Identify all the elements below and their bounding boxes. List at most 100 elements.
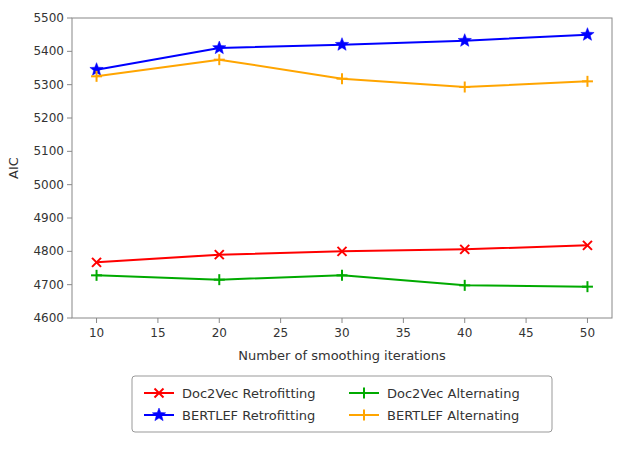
marker-stroke <box>460 245 469 254</box>
marker-stroke <box>583 241 592 250</box>
point-marker <box>335 38 348 51</box>
marker-stroke <box>155 389 164 398</box>
legend-label: BERTLEF Retrofitting <box>182 408 315 423</box>
point-marker <box>459 280 470 291</box>
marker-stroke <box>218 54 220 65</box>
y-tick <box>67 318 72 319</box>
x-tick-label: 10 <box>89 326 104 340</box>
y-tick-label: 5400 <box>33 44 64 58</box>
x-tick <box>587 318 588 323</box>
point-marker <box>337 270 348 281</box>
point-marker <box>91 71 102 82</box>
marker-stroke <box>583 241 592 250</box>
chart: 1015202530354045504600470048004900500051… <box>0 0 630 467</box>
marker-stroke <box>586 76 588 87</box>
x-axis: 101520253035404550 <box>89 318 595 340</box>
legend-item: Doc2Vec Retrofitting <box>144 386 316 401</box>
point-marker <box>582 76 593 87</box>
x-tick <box>526 318 527 323</box>
y-tick-label: 5200 <box>33 111 64 125</box>
point-marker <box>338 247 347 256</box>
y-tick <box>67 284 72 285</box>
y-tick-label: 5300 <box>33 78 64 92</box>
marker-stroke <box>215 250 224 259</box>
x-tick-label: 15 <box>150 326 165 340</box>
y-tick-label: 5000 <box>33 178 64 192</box>
point-marker <box>581 28 594 41</box>
marker-stroke <box>341 73 343 84</box>
point-marker <box>214 54 225 65</box>
point-marker <box>213 41 226 54</box>
y-tick-label: 4900 <box>33 211 64 225</box>
legend-label: Doc2Vec Retrofitting <box>182 386 316 401</box>
series-line <box>97 60 588 87</box>
marker-stroke <box>464 280 466 291</box>
point-marker <box>214 274 225 285</box>
legend-label: Doc2Vec Alternating <box>387 386 520 401</box>
legend-label: BERTLEF Alternating <box>387 408 519 423</box>
x-tick <box>96 318 97 323</box>
y-tick-label: 4600 <box>33 311 64 325</box>
x-tick <box>464 318 465 323</box>
legend: Doc2Vec Retrofitting Doc2Vec Alternating B… <box>132 376 552 432</box>
marker-stroke <box>96 270 98 281</box>
point-marker <box>460 245 469 254</box>
x-tick <box>342 318 343 323</box>
marker-shape <box>213 41 226 54</box>
y-tick <box>67 118 72 119</box>
x-tick-label: 35 <box>396 326 411 340</box>
legend-box <box>132 376 552 432</box>
series-line <box>97 245 588 262</box>
marker-shape <box>458 34 471 47</box>
x-tick-label: 45 <box>518 326 533 340</box>
x-tick <box>280 318 281 323</box>
marker-stroke <box>460 245 469 254</box>
series <box>91 270 593 292</box>
marker-stroke <box>464 82 466 93</box>
y-tick <box>67 184 72 185</box>
y-tick-label: 5500 <box>33 11 64 25</box>
legend-item: BERTLEF Retrofitting <box>144 408 315 423</box>
marker-stroke <box>92 258 101 267</box>
point-marker <box>92 258 101 267</box>
plot-data <box>90 28 594 292</box>
marker-stroke <box>218 274 220 285</box>
point-marker <box>459 82 470 93</box>
y-tick <box>67 51 72 52</box>
legend-marker <box>359 410 370 421</box>
y-tick <box>67 218 72 219</box>
legend-marker <box>359 388 370 399</box>
legend-marker <box>152 408 165 421</box>
x-tick <box>403 318 404 323</box>
marker-shape <box>335 38 348 51</box>
marker-shape <box>581 28 594 41</box>
plot-frame <box>72 18 612 318</box>
y-tick-label: 5100 <box>33 144 64 158</box>
series <box>90 28 594 76</box>
series <box>92 241 592 267</box>
y-axis-label: AIC <box>6 157 21 179</box>
marker-shape <box>152 408 165 421</box>
legend-item: Doc2Vec Alternating <box>349 386 520 401</box>
marker-stroke <box>92 258 101 267</box>
series <box>91 54 593 92</box>
y-tick <box>67 18 72 19</box>
point-marker <box>582 281 593 292</box>
y-tick <box>67 251 72 252</box>
y-tick-label: 4800 <box>33 244 64 258</box>
y-tick <box>67 84 72 85</box>
marker-stroke <box>155 389 164 398</box>
x-tick-label: 40 <box>457 326 472 340</box>
point-marker <box>583 241 592 250</box>
marker-stroke <box>586 281 588 292</box>
marker-stroke <box>338 247 347 256</box>
marker-stroke <box>215 250 224 259</box>
marker-stroke <box>363 388 365 399</box>
point-marker <box>215 250 224 259</box>
y-tick-label: 4700 <box>33 278 64 292</box>
point-marker <box>458 34 471 47</box>
x-tick <box>157 318 158 323</box>
point-marker <box>91 270 102 281</box>
x-tick-label: 30 <box>334 326 349 340</box>
y-tick <box>67 151 72 152</box>
